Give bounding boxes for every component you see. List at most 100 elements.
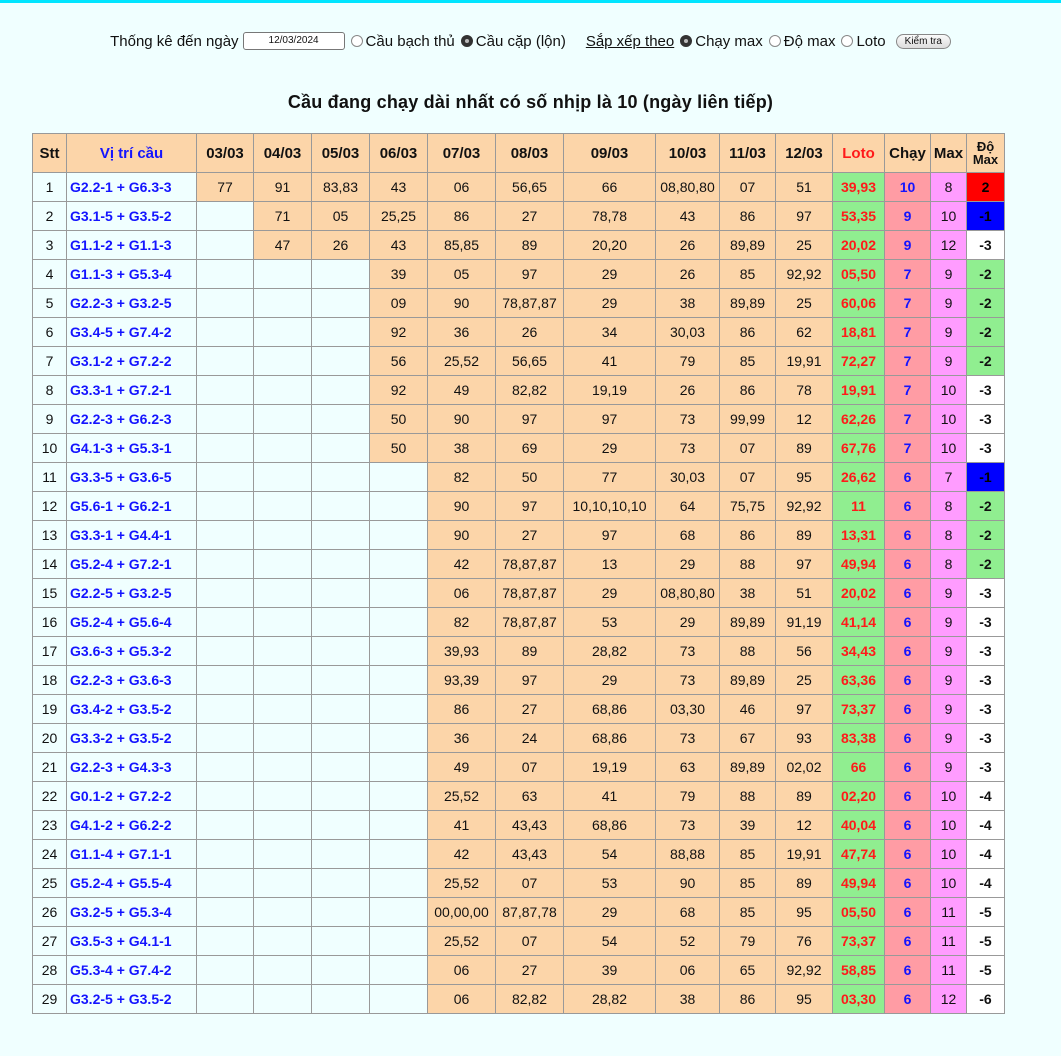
row-day-value [369, 491, 428, 521]
row-day-value [311, 433, 370, 463]
table-row: 9 G2.2-3 + G6.2-3 50 90 97 97 73 99,99 12 62,26 7 1… [32, 404, 1005, 434]
row-stt: 11 [32, 462, 67, 492]
row-stt: 28 [32, 955, 67, 985]
row-day-value: 92,92 [775, 955, 833, 985]
row-vi-tri: G4.1-2 + G6.2-2 [66, 810, 197, 840]
row-stt: 10 [32, 433, 67, 463]
radio-label: Độ max [783, 32, 836, 50]
row-loto: 39,93 [832, 172, 885, 202]
row-day-value: 56 [369, 346, 428, 376]
row-max: 9 [930, 578, 967, 608]
row-stt: 5 [32, 288, 67, 318]
row-max: 9 [930, 752, 967, 782]
radio-do-max[interactable]: Độ max [768, 32, 836, 50]
row-day-value: 85,85 [427, 230, 496, 260]
row-vi-tri: G1.1-4 + G7.1-1 [66, 839, 197, 869]
row-day-value: 29 [563, 433, 656, 463]
row-chay: 6 [884, 810, 931, 840]
row-do-max: -5 [966, 897, 1005, 927]
row-day-value: 42 [427, 549, 496, 579]
radio-cau-bach-thu[interactable]: Cầu bạch thủ [350, 32, 455, 50]
radio-chay-max[interactable]: Chạy max [680, 33, 763, 50]
row-day-value: 67 [719, 723, 776, 753]
row-max: 11 [930, 897, 967, 927]
row-day-value [253, 694, 312, 724]
row-day-value [369, 926, 428, 956]
row-day-value: 19,91 [775, 839, 833, 869]
row-do-max: -3 [966, 230, 1005, 260]
row-day-value: 64 [655, 491, 720, 521]
table-row: 7 G3.1-2 + G7.2-2 56 25,52 56,65 41 79 85 19,91 7… [32, 346, 1005, 376]
row-do-max: -2 [966, 346, 1005, 376]
row-day-value [196, 897, 254, 927]
row-day-value: 19,19 [563, 375, 656, 405]
row-do-max: -4 [966, 868, 1005, 898]
row-loto: 49,94 [832, 549, 885, 579]
row-day-value: 86 [719, 520, 776, 550]
row-chay: 9 [884, 230, 931, 260]
row-max: 12 [930, 230, 967, 260]
row-max: 10 [930, 375, 967, 405]
row-stt: 22 [32, 781, 67, 811]
row-day-value [311, 781, 370, 811]
row-day-value: 92,92 [775, 491, 833, 521]
radio-unchecked-icon [350, 35, 363, 47]
row-day-value: 97 [495, 491, 564, 521]
table-row: 14 G5.2-4 + G7.2-1 42 78,87,87 13 29 88 97 49,94… [32, 549, 1005, 579]
row-day-value: 68,86 [563, 810, 656, 840]
row-day-value: 41 [563, 781, 656, 811]
row-day-value: 03,30 [655, 694, 720, 724]
row-day-value [311, 955, 370, 985]
row-do-max: -3 [966, 694, 1005, 724]
row-day-value: 85 [719, 897, 776, 927]
row-day-value: 07 [719, 433, 776, 463]
radio-unchecked-icon [841, 35, 854, 47]
row-day-value: 41 [427, 810, 496, 840]
table-row: 1 G2.2-1 + G6.3-3 77 91 83,83 43 06 56,65 66 08,8… [32, 172, 1005, 202]
row-day-value: 53 [563, 868, 656, 898]
row-day-value: 68 [655, 897, 720, 927]
radio-cau-cap[interactable]: Cầu cặp (lộn) [460, 33, 566, 50]
radio-checked-icon [460, 35, 473, 47]
row-day-value: 26 [655, 375, 720, 405]
check-button[interactable]: Kiểm tra [895, 33, 951, 49]
row-day-value: 56,65 [495, 346, 564, 376]
row-chay: 6 [884, 868, 931, 898]
radio-label: Cầu bạch thủ [365, 32, 455, 50]
row-day-value [196, 839, 254, 869]
row-day-value [196, 433, 254, 463]
row-day-value: 30,03 [655, 317, 720, 347]
row-stt: 27 [32, 926, 67, 956]
row-day-value [253, 433, 312, 463]
row-day-value: 86 [719, 375, 776, 405]
row-day-value: 38 [655, 288, 720, 318]
row-day-value: 36 [427, 317, 496, 347]
row-day-value [196, 868, 254, 898]
row-day-value: 89,89 [719, 752, 776, 782]
date-input[interactable]: 12/03/2024 [242, 32, 345, 50]
row-day-value: 24 [495, 723, 564, 753]
row-day-value [253, 810, 312, 840]
row-day-value [369, 636, 428, 666]
row-day-value: 89 [495, 230, 564, 260]
table-row: 28 G5.3-4 + G7.4-2 06 27 39 06 65 92,92 58,85 6 11… [32, 955, 1005, 985]
row-day-value: 54 [563, 839, 656, 869]
row-vi-tri: G2.2-3 + G4.3-3 [66, 752, 197, 782]
row-day-value: 90 [427, 520, 496, 550]
row-day-value: 78,87,87 [495, 607, 564, 637]
row-stt: 23 [32, 810, 67, 840]
row-do-max: -1 [966, 462, 1005, 492]
row-day-value [369, 868, 428, 898]
row-chay: 6 [884, 578, 931, 608]
row-day-value [311, 752, 370, 782]
row-loto: 47,74 [832, 839, 885, 869]
row-day-value: 76 [775, 926, 833, 956]
row-day-value: 73 [655, 665, 720, 695]
row-chay: 7 [884, 375, 931, 405]
row-loto: 05,50 [832, 259, 885, 289]
row-day-value [196, 694, 254, 724]
radio-loto[interactable]: Loto [841, 33, 886, 50]
row-stt: 14 [32, 549, 67, 579]
row-day-value [253, 491, 312, 521]
row-day-value: 82,82 [495, 375, 564, 405]
